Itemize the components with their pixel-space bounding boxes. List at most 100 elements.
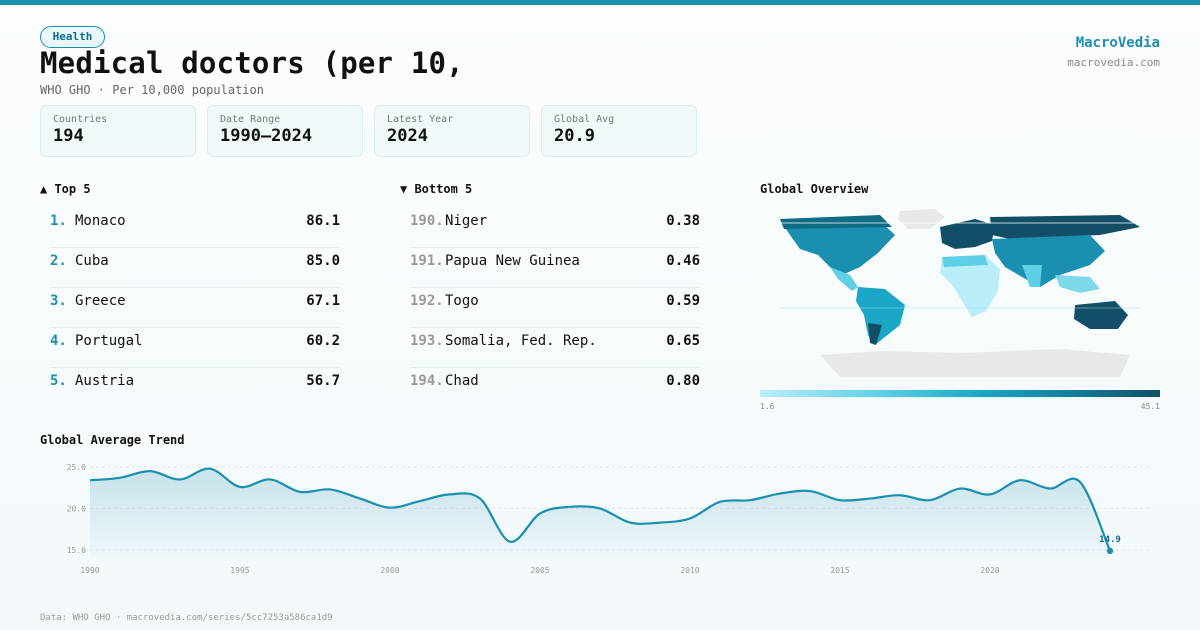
region-greenland <box>898 209 945 229</box>
stat-label: Countries <box>53 114 108 125</box>
stat-value: 1990–2024 <box>220 126 313 146</box>
region-asia <box>992 235 1105 287</box>
rank-number: 190. <box>410 213 444 229</box>
country-name: Monaco <box>75 213 126 229</box>
region-southeast-asia <box>1055 275 1100 293</box>
rank-number: 194. <box>410 373 444 389</box>
country-value: 67.1 <box>306 293 340 309</box>
x-tick-label: 1990 <box>80 566 99 575</box>
list-item[interactable]: 193. Somalia, Fed. Rep. 0.65 <box>410 328 700 368</box>
stat-card-latest-year: Latest Year 2024 <box>374 105 530 157</box>
region-south-asia <box>1022 265 1042 287</box>
brand-url[interactable]: macrovedia.com <box>1067 56 1160 69</box>
country-name: Portugal <box>75 333 143 349</box>
world-map-svg <box>780 209 1140 377</box>
rank-number: 5. <box>50 373 67 389</box>
category-badge[interactable]: Health <box>40 26 105 48</box>
country-name: Chad <box>445 373 479 389</box>
stat-label: Latest Year <box>387 114 454 125</box>
region-africa <box>940 255 1000 317</box>
rank-number: 3. <box>50 293 67 309</box>
list-item[interactable]: 190. Niger 0.38 <box>410 208 700 248</box>
rank-number: 2. <box>50 253 67 269</box>
stat-label: Global Avg <box>554 114 615 125</box>
list-item[interactable]: 4. Portugal 60.2 <box>50 328 340 368</box>
y-tick-label: 15.0 <box>67 546 86 555</box>
country-name: Papua New Guinea <box>445 253 580 269</box>
region-south-america <box>856 287 905 345</box>
y-tick-label: 25.0 <box>67 463 86 472</box>
list-item[interactable]: 2. Cuba 85.0 <box>50 248 340 288</box>
top-5-title: ▲ Top 5 <box>40 182 91 196</box>
list-item[interactable]: 3. Greece 67.1 <box>50 288 340 328</box>
x-tick-label: 2020 <box>980 566 999 575</box>
trend-title: Global Average Trend <box>40 433 185 447</box>
country-value: 0.59 <box>666 293 700 309</box>
map-legend-gradient <box>760 390 1160 397</box>
country-name: Austria <box>75 373 135 389</box>
x-tick-label: 1995 <box>230 566 249 575</box>
region-south-america-south <box>868 323 882 345</box>
x-tick-label: 2010 <box>680 566 699 575</box>
stat-value: 2024 <box>387 126 428 146</box>
page-title: Medical doctors (per 10, <box>40 46 464 80</box>
stat-card-date-range: Date Range 1990–2024 <box>207 105 363 157</box>
stat-label: Date Range <box>220 114 281 125</box>
last-value-point[interactable] <box>1106 547 1114 555</box>
rank-number: 4. <box>50 333 67 349</box>
list-item[interactable]: 192. Togo 0.59 <box>410 288 700 328</box>
country-name: Niger <box>445 213 488 229</box>
trend-chart[interactable]: 14.9 15.0 20.0 25.0 1990 1995 2000 2005 2010 201… <box>40 455 1170 580</box>
rank-number: 193. <box>410 333 444 349</box>
country-value: 0.80 <box>666 373 700 389</box>
country-value: 56.7 <box>306 373 340 389</box>
region-russia <box>990 215 1140 239</box>
page-subtitle: WHO GHO · Per 10,000 population <box>40 83 264 97</box>
y-tick-label: 20.0 <box>67 505 86 514</box>
bottom-5-list: 190. Niger 0.38 191. Papua New Guinea 0.… <box>410 208 700 408</box>
legend-max-label: 45.1 <box>1140 402 1160 411</box>
rank-number: 191. <box>410 253 444 269</box>
region-north-africa <box>942 255 988 267</box>
list-item[interactable]: 5. Austria 56.7 <box>50 368 340 408</box>
country-value: 0.38 <box>666 213 700 229</box>
stat-value: 20.9 <box>554 126 595 146</box>
country-value: 85.0 <box>306 253 340 269</box>
country-name: Cuba <box>75 253 109 269</box>
stat-card-global-avg: Global Avg 20.9 <box>541 105 697 157</box>
region-australia <box>1074 301 1128 329</box>
trend-line <box>89 467 1112 552</box>
trend-chart-svg: 14.9 15.0 20.0 25.0 1990 1995 2000 2005 2010 201… <box>67 463 1150 575</box>
legend-min-label: 1.6 <box>760 402 775 411</box>
last-value-label: 14.9 <box>1099 535 1121 545</box>
country-value: 60.2 <box>306 333 340 349</box>
rank-number: 192. <box>410 293 444 309</box>
country-name: Togo <box>445 293 479 309</box>
brand-name[interactable]: MacroVedia <box>1075 35 1160 51</box>
country-value: 0.65 <box>666 333 700 349</box>
bottom-5-title: ▼ Bottom 5 <box>400 182 473 196</box>
list-item[interactable]: 194. Chad 0.80 <box>410 368 700 408</box>
country-name: Greece <box>75 293 126 309</box>
list-item[interactable]: 1. Monaco 86.1 <box>50 208 340 248</box>
country-value: 86.1 <box>306 213 340 229</box>
region-antarctica <box>820 349 1130 377</box>
stat-value: 194 <box>53 126 84 146</box>
world-choropleth-map[interactable] <box>760 205 1160 385</box>
list-item[interactable]: 191. Papua New Guinea 0.46 <box>410 248 700 288</box>
top-accent-bar <box>0 0 1200 5</box>
top-5-list: 1. Monaco 86.1 2. Cuba 85.0 3. Greece 67… <box>50 208 340 408</box>
stat-card-countries: Countries 194 <box>40 105 196 157</box>
region-central-america <box>830 267 858 291</box>
rank-number: 1. <box>50 213 67 229</box>
region-europe <box>940 219 995 249</box>
region-north-america <box>782 217 895 275</box>
map-title: Global Overview <box>760 182 869 196</box>
x-tick-label: 2000 <box>380 566 399 575</box>
country-value: 0.46 <box>666 253 700 269</box>
region-canada-north <box>780 215 892 229</box>
x-tick-label: 2015 <box>830 566 849 575</box>
footer-source[interactable]: Data: WHO GHO · macrovedia.com/series/5c… <box>40 613 333 623</box>
country-name: Somalia, Fed. Rep. <box>445 333 597 349</box>
x-tick-label: 2005 <box>530 566 549 575</box>
